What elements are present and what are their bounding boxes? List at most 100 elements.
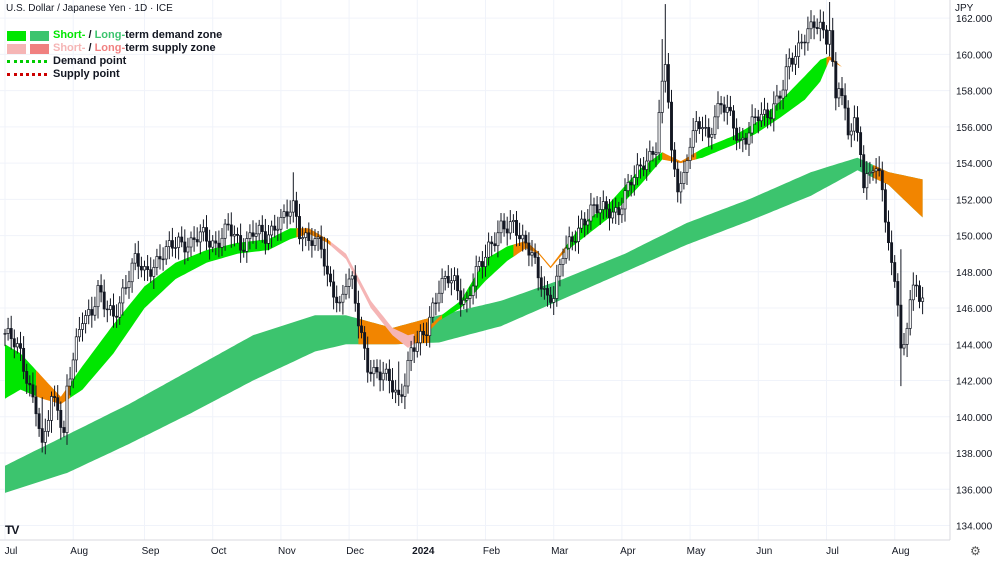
price-tick-label: 148.000 xyxy=(956,268,993,279)
candle-body xyxy=(688,146,692,161)
candle-body xyxy=(310,240,314,246)
candle-body xyxy=(415,342,419,352)
candle-body xyxy=(257,224,261,235)
legend-demand-zone: Short- / Long- term demand zone xyxy=(7,29,222,42)
candle-body xyxy=(146,266,150,270)
candle-body xyxy=(511,220,515,223)
price-axis[interactable]: 162.000 160.000 158.000 156.000 154.000 152.0… xyxy=(956,14,993,532)
candle-body xyxy=(694,121,698,132)
candle-body xyxy=(208,240,212,248)
short-term-supply-zone xyxy=(327,239,418,348)
candle-body xyxy=(828,30,832,45)
time-axis[interactable]: Jul Aug Sep Oct Nov Dec 2024 Feb Mar Apr May Jun Jul… xyxy=(5,546,910,557)
candle-body xyxy=(381,372,385,381)
candle-body xyxy=(260,224,264,232)
time-tick-label: Jul xyxy=(826,546,839,557)
price-tick-label: 162.000 xyxy=(956,14,993,25)
candle-body xyxy=(245,238,249,252)
time-tick-label: Jul xyxy=(5,546,18,557)
candle-body xyxy=(657,112,661,154)
candle-body xyxy=(273,225,277,231)
candle-body xyxy=(37,413,41,429)
candle-body xyxy=(663,64,667,82)
time-tick-label: Oct xyxy=(211,546,227,557)
candle-body xyxy=(710,134,714,138)
candle-body xyxy=(59,409,63,428)
candle-body xyxy=(883,189,887,223)
time-tick-label: Aug xyxy=(70,546,88,557)
candle-body xyxy=(276,228,280,231)
candle-body xyxy=(46,420,50,432)
candle-body xyxy=(741,137,745,140)
candle-body xyxy=(831,30,835,62)
tradingview-logo[interactable]: TV xyxy=(5,523,19,537)
time-tick-label: Jun xyxy=(756,546,772,557)
candle-body xyxy=(387,368,391,381)
candle-body xyxy=(583,218,587,226)
candle-body xyxy=(211,240,215,248)
candle-body xyxy=(747,132,751,145)
candle-body xyxy=(846,107,850,136)
candle-body xyxy=(902,344,906,349)
candle-body xyxy=(229,224,233,237)
candle-body xyxy=(161,258,165,261)
candle-body xyxy=(539,277,543,290)
candle-body xyxy=(837,88,841,99)
candle-body xyxy=(549,294,553,303)
candle-body xyxy=(325,265,329,275)
candle-body xyxy=(360,325,363,333)
demand-point-swatch xyxy=(7,60,47,63)
candle-body xyxy=(391,380,394,393)
short-term-overlap-zone xyxy=(513,241,567,269)
short-supply-swatch xyxy=(7,43,26,54)
price-tick-label: 144.000 xyxy=(956,340,993,351)
gear-icon[interactable]: ⚙ xyxy=(970,544,981,558)
candle-body xyxy=(790,57,794,65)
candle-body xyxy=(136,253,140,267)
candle-body xyxy=(818,21,822,29)
candle-body xyxy=(840,88,844,96)
candle-body xyxy=(105,308,109,311)
candle-body xyxy=(329,273,332,283)
candle-body xyxy=(158,256,162,260)
candle-body xyxy=(614,207,618,213)
candle-body xyxy=(139,265,143,271)
candle-body xyxy=(453,275,456,282)
candle-body xyxy=(515,220,518,236)
candle-body xyxy=(505,228,509,234)
candle-body xyxy=(713,116,717,135)
candle-body xyxy=(471,285,475,296)
time-tick-label: Dec xyxy=(346,546,364,557)
time-tick-label: Nov xyxy=(278,546,296,557)
price-tick-label: 150.000 xyxy=(956,232,993,243)
candle-body xyxy=(378,371,382,381)
candle-body xyxy=(304,232,308,238)
candle-body xyxy=(338,301,342,304)
candle-body xyxy=(462,299,466,305)
candle-body xyxy=(781,89,785,99)
candle-body xyxy=(642,165,646,170)
candle-body xyxy=(865,173,869,189)
candle-body xyxy=(350,275,354,280)
legend-separator: / xyxy=(85,42,95,54)
candle-body xyxy=(800,41,804,44)
candle-body xyxy=(298,216,301,240)
candle-body xyxy=(121,287,125,304)
candle-body xyxy=(431,302,435,318)
candle-body xyxy=(561,258,565,265)
candle-body xyxy=(499,220,503,234)
candle-body xyxy=(335,296,339,304)
candle-body xyxy=(130,262,134,283)
legend-supply-point: Supply point xyxy=(7,68,222,81)
candle-body xyxy=(577,227,580,242)
candle-body xyxy=(766,109,770,118)
candle-body xyxy=(604,201,608,210)
currency-unit-label[interactable]: JPY xyxy=(955,3,974,14)
candle-body xyxy=(508,221,512,234)
candle-body xyxy=(707,127,711,138)
candle-body xyxy=(701,127,704,130)
candle-body xyxy=(353,275,357,304)
candle-body xyxy=(164,246,168,260)
candle-body xyxy=(195,239,199,243)
